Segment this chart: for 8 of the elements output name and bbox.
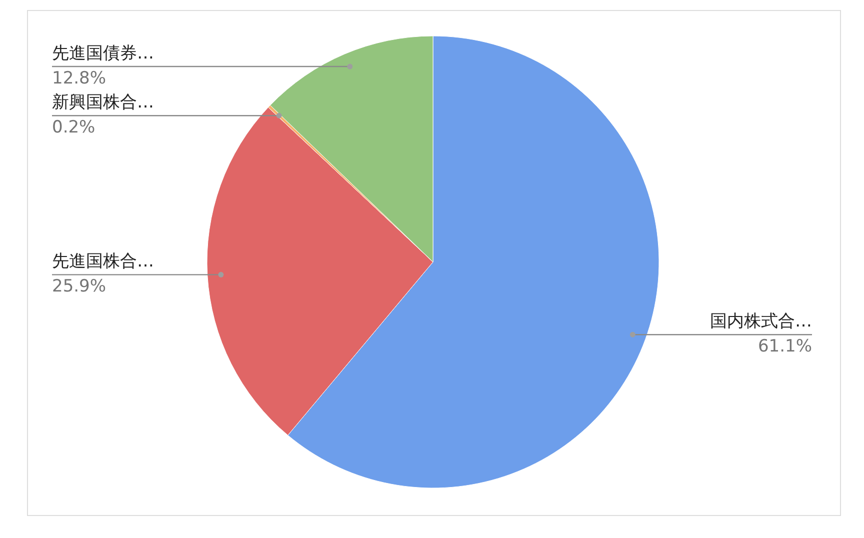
data-label: 0.2%: [52, 118, 96, 138]
data-label: 25.9%: [52, 276, 106, 297]
data-label: 61.1%: [758, 336, 812, 357]
slice-label: 新興国株合…: [52, 92, 154, 113]
slice-label: 先進国債券…: [52, 44, 154, 64]
slice-label: 国内株式合…: [710, 312, 812, 332]
data-label: 12.8%: [52, 68, 106, 89]
slice-label: 先進国株合…: [52, 252, 154, 272]
